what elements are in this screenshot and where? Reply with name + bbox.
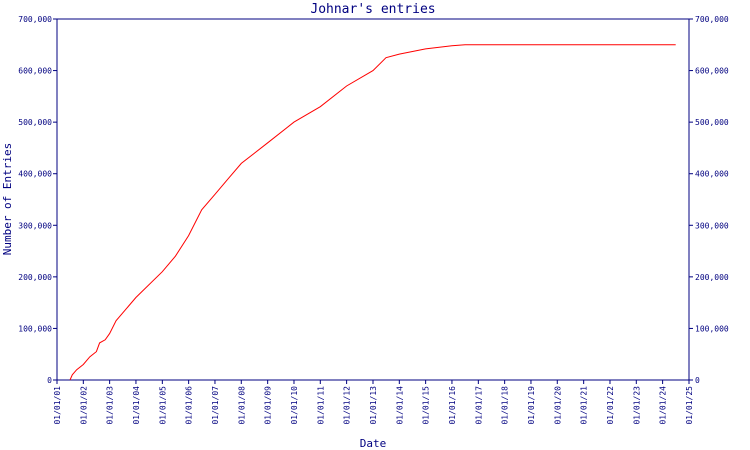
y-tick-label-right: 0: [695, 376, 700, 385]
y-tick-label-right: 200,000: [695, 273, 729, 282]
plot-area-frame: [56, 18, 690, 381]
x-tick-label: 01/01/02: [79, 386, 88, 425]
x-axis: 01/01/01 01/01/02 01/01/03 01/01/04 01/01/05…: [53, 380, 694, 425]
y-tick-label-right: 300,000: [695, 221, 729, 230]
x-tick-label: 01/01/12: [343, 386, 352, 425]
x-tick-label: 01/01/06: [185, 386, 194, 425]
x-tick-label: 01/01/14: [395, 386, 404, 425]
x-tick-label: 01/01/17: [474, 386, 483, 425]
x-tick-label: 01/01/15: [422, 386, 431, 425]
y-axis-label: Number of Entries: [1, 143, 14, 256]
x-tick-label: 01/01/18: [501, 386, 510, 425]
x-tick-label: 01/01/01: [53, 386, 62, 425]
y-tick-label-left: 0: [47, 376, 52, 385]
y-tick-label-left: 100,000: [18, 324, 52, 333]
x-tick-label: 01/01/10: [290, 386, 299, 425]
y-tick-label-right: 100,000: [695, 324, 729, 333]
y-tick-label-right: 500,000: [695, 118, 729, 127]
x-tick-label: 01/01/11: [316, 386, 325, 425]
y-tick-label-right: 400,000: [695, 170, 729, 179]
x-tick-label: 01/01/04: [132, 386, 141, 425]
y-tick-label-left: 200,000: [18, 273, 52, 282]
y-tick-label-left: 300,000: [18, 221, 52, 230]
x-tick-label: 01/01/16: [448, 386, 457, 425]
y-tick-label-left: 400,000: [18, 170, 52, 179]
x-tick-label: 01/01/05: [158, 386, 167, 425]
series-line-entries: [69, 44, 676, 381]
series-layer: [69, 44, 676, 381]
x-tick-label: 01/01/24: [659, 386, 668, 425]
y-axis-right: 0 100,000 200,000 300,000 400,000 500,000 600,…: [689, 15, 729, 385]
y-tick-label-left: 600,000: [18, 67, 52, 76]
x-tick-label: 01/01/20: [553, 386, 562, 425]
x-tick-label: 01/01/25: [685, 386, 694, 425]
y-tick-label-right: 700,000: [695, 15, 729, 24]
x-tick-label: 01/01/21: [580, 386, 589, 425]
y-tick-label-left: 500,000: [18, 118, 52, 127]
x-axis-label: Date: [360, 437, 387, 450]
x-tick-label: 01/01/23: [632, 386, 641, 425]
x-tick-label: 01/01/09: [264, 386, 273, 425]
x-tick-label: 01/01/03: [106, 386, 115, 425]
x-tick-label: 01/01/22: [606, 386, 615, 425]
x-tick-label: 01/01/13: [369, 386, 378, 425]
x-tick-label: 01/01/08: [237, 386, 246, 425]
y-axis-left: 0 100,000 200,000 300,000 400,000 500,000 600,…: [18, 15, 57, 385]
x-tick-label: 01/01/07: [211, 386, 220, 425]
x-tick-label: 01/01/19: [527, 386, 536, 425]
y-tick-label-left: 700,000: [18, 15, 52, 24]
y-tick-label-right: 600,000: [695, 67, 729, 76]
chart-title: Johnar's entries: [310, 2, 435, 17]
